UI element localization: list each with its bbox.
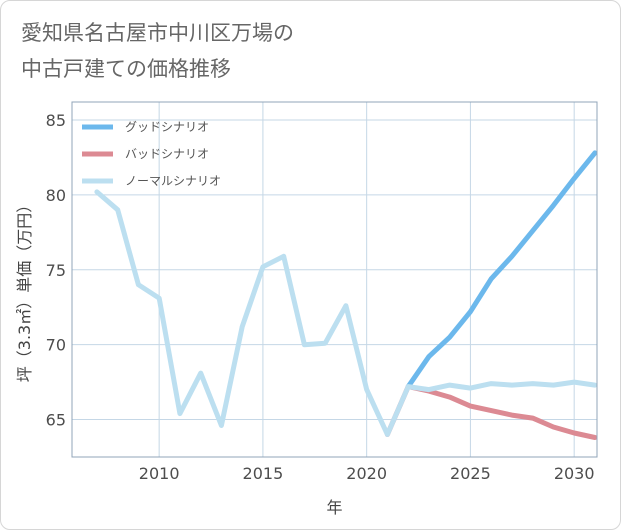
series-lines — [94, 150, 597, 440]
y-tick-label: 75 — [46, 261, 66, 280]
series-line-1 — [384, 384, 597, 440]
chart-title-line-2: 中古戸建ての価格推移 — [21, 57, 231, 81]
legend-item-0[interactable]: グッドシナリオ — [82, 120, 209, 134]
series-line-2 — [94, 189, 597, 437]
x-tick-label: 2020 — [346, 464, 387, 483]
grid-lines — [72, 102, 597, 457]
x-axis-title: 年 — [326, 498, 342, 517]
x-tick-label: 2010 — [139, 464, 180, 483]
legend-label: グッドシナリオ — [125, 120, 209, 134]
series-line-0 — [405, 150, 597, 390]
y-axis-title: 坪（3.3㎡）単価（万円） — [15, 197, 34, 382]
axis-ticks: 2010 2015 2020 2025 2030 65 70 75 80 85 — [46, 111, 595, 483]
plot-frame — [71, 101, 598, 458]
legend-item-1[interactable]: バッドシナリオ — [82, 147, 209, 161]
y-tick-label: 85 — [46, 111, 66, 130]
chart-title: 愛知県名古屋市中川区万場の 中古戸建ての価格推移 — [21, 15, 294, 87]
y-tick-label: 65 — [46, 411, 66, 430]
legend-label: ノーマルシナリオ — [125, 174, 221, 188]
x-tick-label: 2015 — [243, 464, 284, 483]
x-tick-label: 2030 — [554, 464, 595, 483]
y-tick-label: 70 — [46, 336, 66, 355]
chart-title-line-1: 愛知県名古屋市中川区万場の — [21, 21, 294, 45]
legend-item-2[interactable]: ノーマルシナリオ — [82, 174, 221, 188]
y-tick-label: 80 — [46, 186, 66, 205]
legend-label: バッドシナリオ — [125, 147, 209, 161]
x-tick-label: 2025 — [450, 464, 491, 483]
